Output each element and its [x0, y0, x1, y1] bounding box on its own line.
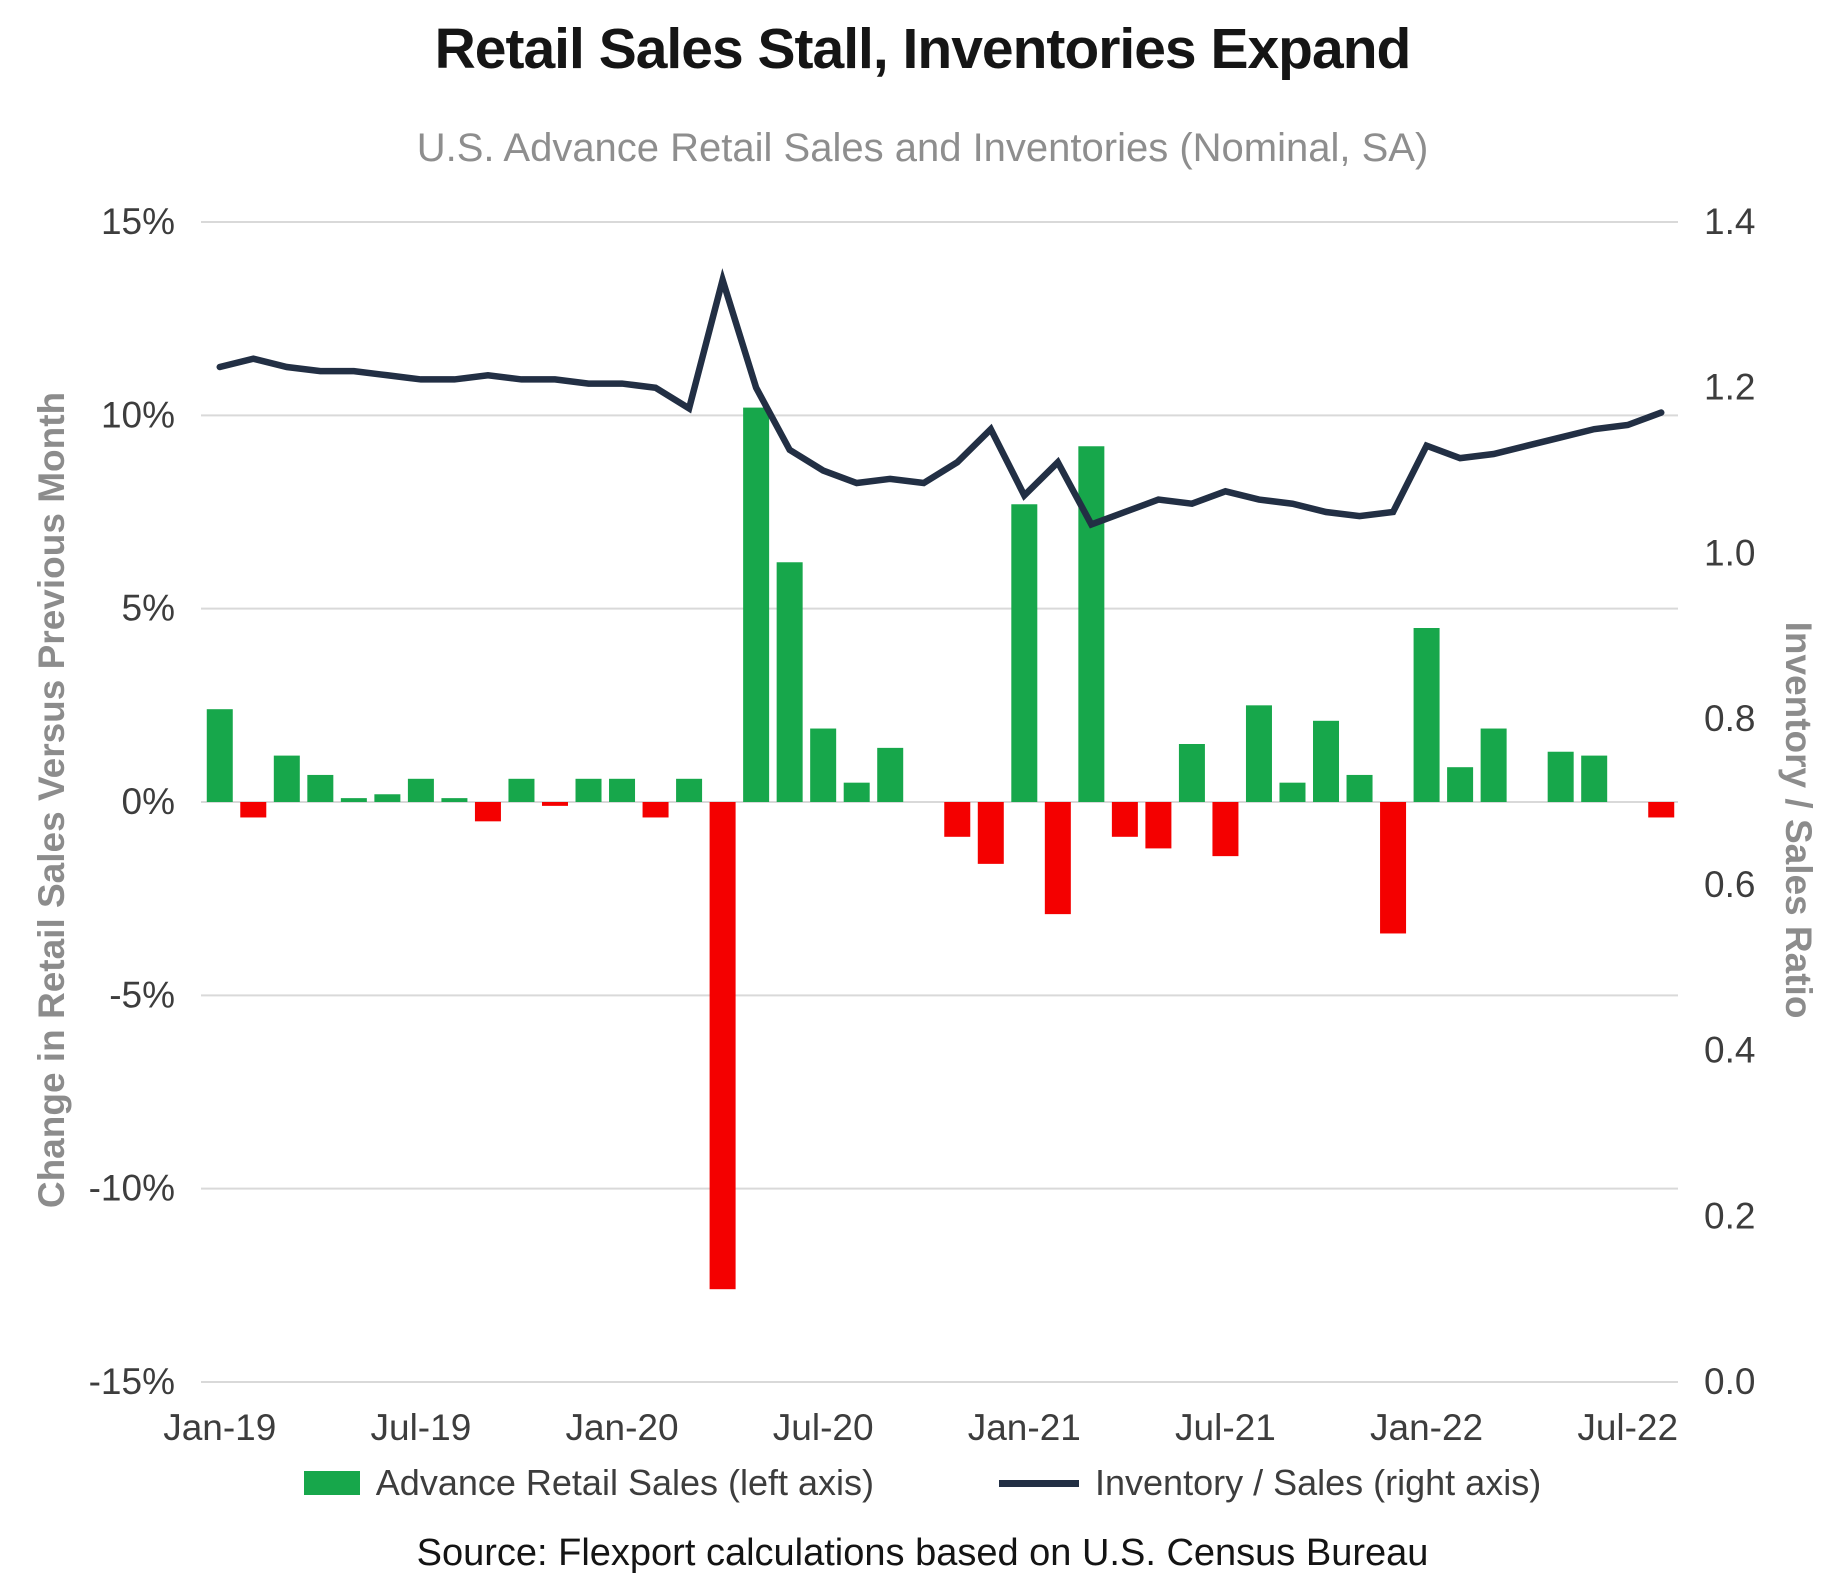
source-note: Source: Flexport calculations based on U…	[416, 1532, 1429, 1574]
retail-sales-bar-May-21	[1145, 802, 1172, 849]
x-axis-tick-label: Jan-21	[968, 1407, 1081, 1448]
inventory-sales-ratio-line	[216, 268, 1665, 529]
legend-item-retail-sales: Advance Retail Sales (left axis)	[303, 1462, 875, 1504]
retail-sales-bar-Jul-21	[1212, 802, 1239, 857]
retail-sales-bar-Apr-19	[307, 774, 334, 802]
retail-sales-bar-swatch-icon	[303, 1471, 360, 1495]
x-axis-tick-label: Jul-19	[371, 1407, 472, 1448]
retail-sales-bar-Mar-21	[1078, 446, 1105, 802]
retail-sales-bar-Mar-20	[676, 778, 703, 802]
x-axis-tick-label: Jan-22	[1370, 1407, 1483, 1448]
x-axis-tick-label: Jan-19	[163, 1407, 276, 1448]
retail-sales-bar-Jun-22	[1581, 755, 1608, 802]
retail-sales-bar-Jul-20	[810, 728, 837, 802]
left-axis-tick-label: -10%	[89, 1168, 175, 1209]
right-axis-tick-label: 0.2	[1704, 1195, 1755, 1236]
retail-sales-bar-Sep-19	[474, 802, 501, 822]
right-axis-tick-label: 1.2	[1704, 367, 1755, 408]
left-axis-tick-label: 0%	[122, 781, 175, 822]
retail-sales-bar-Jan-20	[609, 778, 636, 802]
left-axis-tick-label: -5%	[109, 974, 175, 1015]
chart-legend: Advance Retail Sales (left axis) Invento…	[0, 1462, 1845, 1504]
retail-sales-bar-Jul-19	[407, 778, 434, 802]
retail-sales-bar-Jun-20	[776, 562, 803, 802]
retail-sales-bar-Jun-19	[374, 794, 401, 802]
left-axis-tick-label: -15%	[89, 1361, 175, 1402]
retail-sales-bar-Nov-20	[944, 802, 971, 837]
x-axis-tick-label: Jan-20	[565, 1407, 678, 1448]
retail-sales-bar-Apr-21	[1111, 802, 1138, 837]
right-axis-tick-label: 1.4	[1704, 201, 1755, 242]
retail-sales-bar-Dec-21	[1380, 802, 1407, 934]
right-axis-tick-label: 0.4	[1704, 1030, 1755, 1071]
retail-sales-bar-Jan-19	[206, 709, 233, 802]
retail-sales-bar-Feb-19	[240, 802, 267, 818]
retail-sales-bar-Feb-20	[642, 802, 669, 818]
retail-sales-bar-Jun-21	[1178, 744, 1205, 802]
retail-sales-bar-Oct-21	[1313, 720, 1340, 802]
left-axis-tick-label: 10%	[101, 394, 175, 435]
retail-sales-bar-Aug-19	[441, 798, 468, 802]
x-axis-tick-label: Jul-20	[773, 1407, 874, 1448]
retail-sales-bar-Sep-21	[1279, 782, 1306, 802]
legend-label-inventory-sales: Inventory / Sales (right axis)	[1095, 1462, 1542, 1503]
retail-sales-bar-Feb-21	[1044, 802, 1071, 915]
retail-sales-bar-Mar-19	[273, 755, 300, 802]
x-axis-tick-label: Jul-22	[1577, 1407, 1678, 1448]
inventory-sales-line-swatch-icon	[999, 1479, 1080, 1487]
retail-sales-bar-Sep-20	[877, 747, 904, 802]
retail-sales-bar-Dec-20	[977, 802, 1004, 864]
right-axis-tick-label: 0.0	[1704, 1361, 1755, 1402]
retail-sales-bar-Aug-22	[1648, 802, 1675, 818]
retail-sales-bar-Dec-19	[575, 778, 602, 802]
retail-sales-bar-May-22	[1547, 751, 1574, 802]
left-axis-tick-label: 15%	[101, 201, 175, 242]
legend-label-retail-sales: Advance Retail Sales (left axis)	[375, 1462, 875, 1503]
retail-sales-bar-Oct-19	[508, 778, 535, 802]
left-axis-tick-label: 5%	[122, 588, 175, 629]
retail-sales-bar-May-20	[743, 407, 770, 802]
retail-sales-bar-Nov-21	[1346, 774, 1373, 802]
retail-sales-bar-Apr-20	[709, 802, 736, 1290]
retail-sales-bar-Aug-20	[843, 782, 870, 802]
retail-sales-bar-Aug-21	[1245, 705, 1272, 802]
chart-subtitle: U.S. Advance Retail Sales and Inventorie…	[416, 126, 1429, 170]
x-axis-tick-label: Jul-21	[1175, 1407, 1276, 1448]
legend-item-inventory-sales: Inventory / Sales (right axis)	[999, 1462, 1541, 1504]
retail-sales-bar-Feb-22	[1447, 767, 1474, 802]
chart-title: Retail Sales Stall, Inventories Expand	[434, 17, 1412, 81]
retail-sales-bar-Nov-19	[541, 802, 568, 806]
right-axis-tick-label: 0.6	[1704, 864, 1755, 905]
retail-sales-bar-Mar-22	[1480, 728, 1507, 802]
retail-sales-bar-May-19	[340, 798, 367, 802]
retail-sales-bar-Jan-21	[1011, 504, 1038, 802]
right-axis-tick-label: 0.8	[1704, 698, 1755, 739]
right-axis-tick-label: 1.0	[1704, 532, 1755, 573]
retail-sales-bar-Jan-22	[1413, 628, 1440, 802]
